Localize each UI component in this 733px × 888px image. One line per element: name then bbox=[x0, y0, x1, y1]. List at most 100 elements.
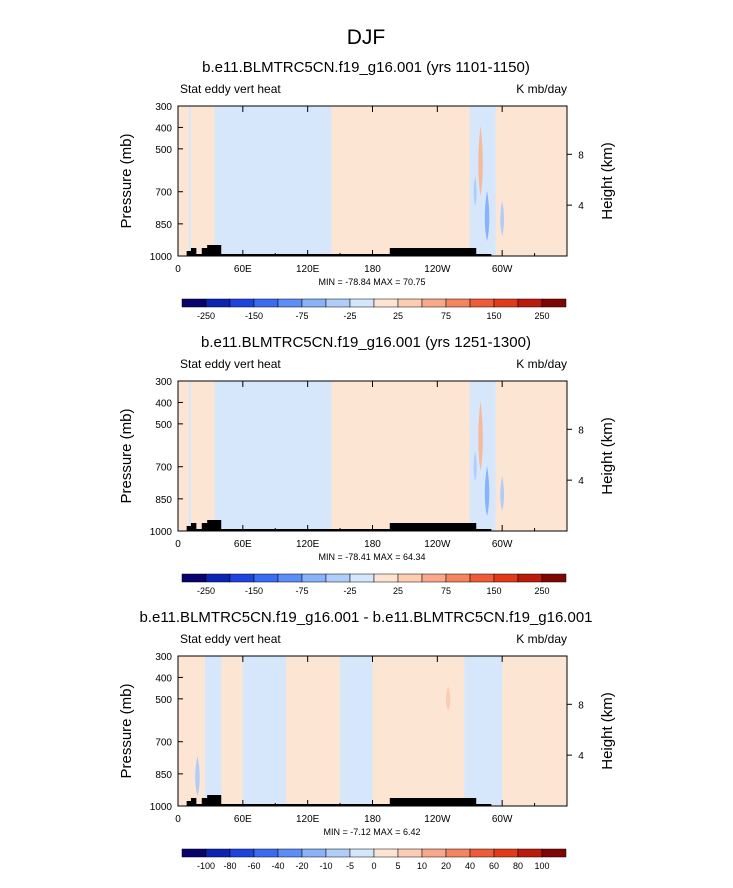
colorbar-label: -75 bbox=[295, 586, 308, 596]
colorbar-swatch bbox=[493, 298, 519, 308]
colorbar-swatch bbox=[277, 573, 303, 583]
colorbar-label: 75 bbox=[441, 586, 451, 596]
variable-label: Stat eddy vert heat bbox=[180, 357, 281, 371]
colorbar-label: 80 bbox=[513, 861, 523, 871]
positive-region bbox=[190, 106, 215, 256]
colorbar-swatch bbox=[397, 573, 423, 583]
positive-region bbox=[495, 106, 567, 256]
negative-region bbox=[214, 106, 330, 256]
x-tick-label: 60E bbox=[234, 264, 252, 275]
colorbar-swatch bbox=[277, 848, 303, 858]
x-tick-label: 120W bbox=[424, 539, 451, 550]
y-axis-label: Pressure (mb) bbox=[118, 133, 135, 228]
y-tick-label: 1000 bbox=[150, 527, 173, 538]
colorbar-swatch bbox=[517, 573, 543, 583]
colorbar-swatch bbox=[301, 848, 327, 858]
colorbar-label: -250 bbox=[197, 586, 215, 596]
colorbar-swatch bbox=[421, 298, 447, 308]
right-tick-label: 4 bbox=[578, 201, 584, 212]
variable-label: Stat eddy vert heat bbox=[180, 82, 281, 96]
negative-region bbox=[242, 656, 287, 806]
right-axis-label: Height (km) bbox=[599, 142, 616, 220]
x-tick-label: 60W bbox=[492, 539, 513, 550]
colorbar-swatch bbox=[181, 573, 207, 583]
colorbar-label: 5 bbox=[395, 861, 400, 871]
x-tick-label: 120E bbox=[296, 264, 320, 275]
colorbar-label: 25 bbox=[393, 311, 403, 321]
warm-core-blob bbox=[478, 401, 483, 471]
colorbar-swatch bbox=[373, 573, 399, 583]
positive-region bbox=[331, 106, 470, 256]
colorbar-label: 40 bbox=[465, 861, 475, 871]
colorbar-swatch bbox=[349, 848, 375, 858]
x-tick-label: 180 bbox=[364, 814, 381, 825]
panel-3: b.e11.BLMTRC5CN.f19_g16.001 - b.e11.BLMT… bbox=[118, 609, 616, 871]
negative-region bbox=[340, 656, 373, 806]
min-max-stats: MIN = -78.84 MAX = 70.75 bbox=[318, 277, 425, 287]
colorbar-swatch bbox=[445, 298, 471, 308]
y-tick-label: 300 bbox=[155, 102, 172, 113]
colorbar-swatch bbox=[181, 298, 207, 308]
positive-region bbox=[495, 381, 567, 531]
colorbar-swatch bbox=[421, 573, 447, 583]
colorbar-label: -75 bbox=[295, 311, 308, 321]
colorbar-swatch bbox=[469, 573, 495, 583]
units-label: K mb/day bbox=[516, 82, 567, 96]
colorbar-label: -20 bbox=[295, 861, 308, 871]
colorbar-swatch bbox=[517, 298, 543, 308]
colorbar-label: -250 bbox=[197, 311, 215, 321]
topography-mask bbox=[186, 520, 492, 531]
colorbar-swatch bbox=[541, 298, 567, 308]
x-tick-label: 60E bbox=[234, 539, 252, 550]
colorbar-label: -80 bbox=[223, 861, 236, 871]
colorbar-swatch bbox=[349, 298, 375, 308]
colorbar-label: -10 bbox=[319, 861, 332, 871]
positive-region bbox=[221, 656, 243, 806]
colorbar-label: 250 bbox=[534, 311, 549, 321]
positive-region bbox=[372, 656, 465, 806]
x-tick-label: 0 bbox=[175, 264, 181, 275]
y-tick-label: 500 bbox=[155, 145, 172, 156]
y-tick-label: 300 bbox=[155, 652, 172, 663]
colorbar-swatch bbox=[325, 848, 351, 858]
panel-title: b.e11.BLMTRC5CN.f19_g16.001 (yrs 1101-11… bbox=[202, 59, 530, 76]
colorbar-label: 100 bbox=[534, 861, 549, 871]
right-tick-label: 4 bbox=[578, 751, 584, 762]
colorbar-label: -150 bbox=[245, 311, 263, 321]
warm-core-blob bbox=[445, 686, 451, 711]
x-tick-label: 120E bbox=[296, 814, 320, 825]
colorbar-swatch bbox=[229, 298, 255, 308]
y-tick-label: 700 bbox=[155, 188, 172, 199]
y-axis-label: Pressure (mb) bbox=[118, 408, 135, 503]
colorbar-label: -25 bbox=[343, 586, 356, 596]
colorbar-swatch bbox=[541, 848, 567, 858]
cold-core-blob bbox=[484, 466, 490, 516]
colorbar-swatch bbox=[493, 573, 519, 583]
positive-region bbox=[502, 656, 567, 806]
y-tick-label: 400 bbox=[155, 673, 172, 684]
cold-core-blob bbox=[473, 176, 477, 206]
min-max-stats: MIN = -7.12 MAX = 6.42 bbox=[323, 827, 420, 837]
colorbar-swatch bbox=[445, 848, 471, 858]
min-max-stats: MIN = -78.41 MAX = 64.34 bbox=[318, 552, 425, 562]
colorbar-swatch bbox=[229, 848, 255, 858]
colorbar-swatch bbox=[469, 298, 495, 308]
x-tick-label: 0 bbox=[175, 814, 181, 825]
cold-core-blob bbox=[500, 201, 505, 236]
y-axis-label: Pressure (mb) bbox=[118, 683, 135, 778]
colorbar-swatch bbox=[397, 848, 423, 858]
y-tick-label: 850 bbox=[155, 495, 172, 506]
units-label: K mb/day bbox=[516, 632, 567, 646]
colorbar-swatch bbox=[325, 573, 351, 583]
right-tick-label: 8 bbox=[578, 700, 584, 711]
y-tick-label: 850 bbox=[155, 220, 172, 231]
colorbar-swatch bbox=[253, 848, 279, 858]
right-axis-label: Height (km) bbox=[599, 417, 616, 495]
colorbar-swatch bbox=[301, 573, 327, 583]
colorbar-swatch bbox=[517, 848, 543, 858]
negative-region bbox=[464, 656, 503, 806]
colorbar-label: 250 bbox=[534, 586, 549, 596]
panel-title: b.e11.BLMTRC5CN.f19_g16.001 - b.e11.BLMT… bbox=[139, 609, 592, 626]
positive-region bbox=[178, 106, 189, 256]
